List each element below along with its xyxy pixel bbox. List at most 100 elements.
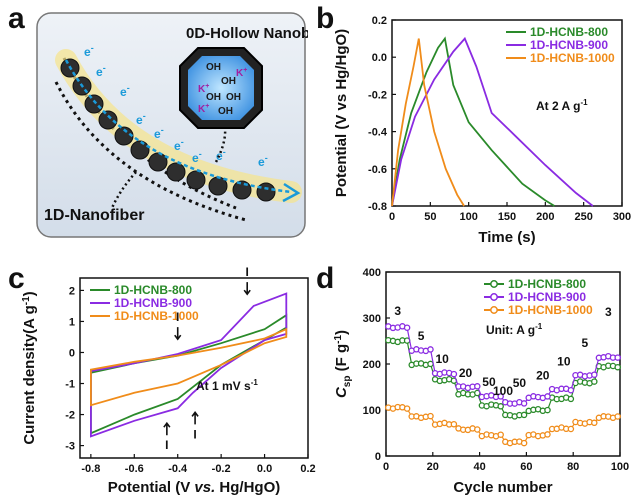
chart-d-rate-label-6: 50 <box>513 376 527 390</box>
chart-b-series-1 <box>391 36 594 207</box>
chart-b-annotation: At 2 A g-1 <box>536 98 588 113</box>
chart-b-ytick-label-3: -0.2 <box>368 89 387 101</box>
chart-d-ylabel: Csp (F g-1) <box>333 330 353 398</box>
electron-label-0: e- <box>84 43 94 59</box>
chart-c-xtick-label-3: -0.2 <box>212 463 231 475</box>
panel-b-letter: b <box>316 2 335 35</box>
chart-d-legend-marker-0 <box>490 280 498 288</box>
chart-d-point-1-29 <box>520 400 528 407</box>
electron-label-8: e- <box>258 153 268 169</box>
chart-d-point-0-49 <box>614 363 621 371</box>
chart-d-rate-label-2: 10 <box>435 352 449 366</box>
chart-c-peak-arrow-icon-3 <box>191 411 199 425</box>
chart-d-point-0-34 <box>544 406 551 414</box>
chart-d-ytick-label-3: 300 <box>363 313 381 325</box>
chart-b-ytick-label-4: 0.0 <box>372 52 387 64</box>
fiber-dotted-outline-lower <box>54 81 247 222</box>
chart-c-ytick-label-5: 2 <box>69 285 75 297</box>
chart-d-rate-label-10: 3 <box>605 305 612 319</box>
chart-b-legend-label-1: 1D-HCNB-900 <box>530 38 608 52</box>
chart-c-series-0 <box>90 313 288 435</box>
electron-label-3: e- <box>136 111 146 127</box>
chart-c-peak-label-0: I <box>246 265 249 279</box>
chart-b-xtick-label-5: 250 <box>574 211 592 223</box>
chart-d-point-2-29 <box>520 439 528 447</box>
chart-d-point-2-39 <box>567 425 575 433</box>
chart-c-legend-label-1: 1D-HCNB-900 <box>114 296 192 310</box>
chart-d-point-2-4 <box>403 405 411 412</box>
chart-d-xtick-label-0: 0 <box>383 461 389 473</box>
chart-d-xtick-label-4: 80 <box>567 461 579 473</box>
chart-d-xtick-label-5: 100 <box>611 461 629 473</box>
chart-d-rate-label-4: 50 <box>482 375 496 389</box>
chart-d-legend-marker-1 <box>490 293 498 301</box>
chart-d-point-1-19 <box>474 383 481 390</box>
chart-d-xtick-label-1: 20 <box>427 461 439 473</box>
chart-d-rate-label-7: 20 <box>536 368 550 382</box>
chart-b-xtick-label-0: 0 <box>389 211 395 223</box>
chart-d-point-1-49 <box>614 354 621 361</box>
electron-path <box>64 59 292 194</box>
chart-d: 0 20 40 60 80 1000100200300400351020501005020… <box>333 267 629 496</box>
chart-b-legend-label-0: 1D-HCNB-800 <box>530 25 608 39</box>
electron-label-2: e- <box>120 83 130 99</box>
chart-c-peak-arrow-icon-0 <box>243 282 251 296</box>
pointer-to-nanobox <box>214 111 227 163</box>
chart-d-rate-label-0: 3 <box>394 304 401 318</box>
electron-label-5: e- <box>174 137 184 153</box>
chart-b-xtick-label-6: 300 <box>613 211 631 223</box>
chart-d-point-2-24 <box>497 431 504 438</box>
electron-labels: e- e- e- e- e- e- e- e- e- <box>84 43 268 169</box>
chart-d-point-2-9 <box>427 412 434 420</box>
chart-d-rate-label-9: 5 <box>582 336 589 350</box>
chart-c-series-1 <box>90 292 288 438</box>
ion-label-2: OH <box>221 76 236 87</box>
chart-d-annotation: Unit: A g-1 <box>486 322 543 337</box>
chart-d-ytick-label-4: 400 <box>363 267 381 279</box>
chart-b-xtick-label-1: 50 <box>424 211 436 223</box>
chart-c-xtick-label-1: -0.6 <box>125 463 144 475</box>
chart-c-legend-label-2: 1D-HCNB-1000 <box>114 309 199 323</box>
chart-d-xtick-label-2: 40 <box>473 461 485 473</box>
ion-label-7: OH <box>218 106 233 117</box>
chart-d-ytick-label-2: 200 <box>363 359 381 371</box>
chart-c-peak-label-1: I <box>176 310 179 324</box>
chart-b-ytick-label-0: -0.8 <box>368 201 387 213</box>
chart-d-legend-label-1: 1D-HCNB-900 <box>508 290 586 304</box>
chart-c-ytick-label-2: -1 <box>65 379 75 391</box>
chart-d-point-2-44 <box>591 419 598 427</box>
ion-label-4: OH <box>206 92 221 103</box>
chart-c-xtick-label-0: -0.8 <box>81 463 100 475</box>
chart-c-legend-label-0: 1D-HCNB-800 <box>114 283 192 297</box>
chart-b-ytick-label-1: -0.6 <box>368 164 387 176</box>
chart-d-point-0-39 <box>567 395 575 403</box>
chart-b-xtick-label-3: 150 <box>498 211 516 223</box>
chart-b-series-2 <box>391 38 465 207</box>
chart-d-point-2-19 <box>474 426 481 433</box>
chart-c-xtick-label-4: 0.0 <box>257 463 272 475</box>
panel-a-schematic: e- e- e- e- e- e- e- e- e- OH K+ OH K+ O… <box>36 12 308 238</box>
chart-c-ylabel: Current density(A g-1) <box>21 291 38 444</box>
chart-d-point-1-24 <box>497 393 504 400</box>
chart-d-point-1-4 <box>403 324 411 331</box>
schematic-frame <box>36 12 306 238</box>
chart-d-point-1-34 <box>544 393 551 400</box>
chart-d-ytick-label-0: 0 <box>375 451 381 463</box>
chart-d-point-2-34 <box>544 431 551 438</box>
electron-arrow-icon <box>282 182 301 203</box>
chart-d-point-1-14 <box>450 370 458 378</box>
chart-c-ytick-label-0: -3 <box>65 441 75 453</box>
chart-d-rate-label-8: 10 <box>557 355 571 369</box>
chart-b-ylabel: Potential (V vs Hg/HgO) <box>333 29 350 197</box>
panel-a-letter: a <box>8 2 25 35</box>
ion-labels: OH K+ OH K+ OH OH K+ OH <box>198 62 247 117</box>
nanofiber-title: 1D-Nanofiber <box>44 207 144 224</box>
chart-c-xtick-label-5: 0.2 <box>300 463 315 475</box>
nanobox-title: 0D-Hollow Nanobox <box>186 25 308 42</box>
chart-d-rate-label-1: 5 <box>418 329 425 343</box>
chart-d-xlabel: Cycle number <box>453 479 552 496</box>
chart-c-ytick-label-1: -2 <box>65 410 75 422</box>
chart-b-xlabel: Time (s) <box>478 229 535 246</box>
ion-label-0: OH <box>206 62 221 73</box>
electron-label-7: e- <box>216 147 226 163</box>
